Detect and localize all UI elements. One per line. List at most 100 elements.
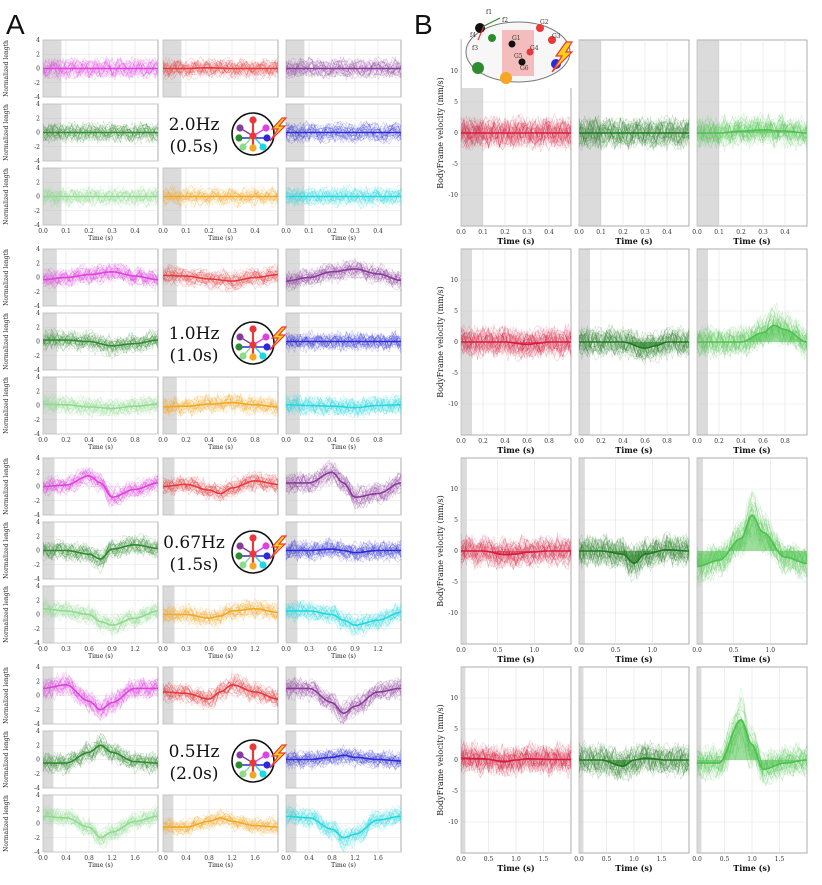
trial-trace	[285, 599, 402, 635]
actuator-node	[249, 325, 257, 333]
trial-trace	[578, 125, 690, 141]
trial-trace	[285, 58, 402, 77]
x-axis-label: Time (s)	[331, 653, 356, 660]
trial-trace	[285, 127, 402, 139]
x-tick-label: 0.0	[281, 228, 291, 235]
y-tick-label: -4	[34, 222, 40, 229]
trial-trace	[42, 476, 159, 498]
trial-trace	[42, 808, 159, 844]
trial-trace	[285, 461, 402, 510]
trial-trace	[42, 467, 159, 506]
frequency-label: 0.67Hz	[163, 533, 225, 553]
trial-trace	[578, 530, 690, 569]
trial-trace	[42, 682, 159, 710]
trial-trace	[162, 269, 279, 289]
trial-trace	[285, 600, 402, 635]
trial-trace	[285, 747, 402, 772]
actuator-node	[239, 143, 247, 151]
x-tick-label: 0.4	[204, 437, 214, 444]
trial-trace	[42, 61, 159, 75]
x-axis-label: Time (s)	[331, 235, 356, 242]
actuator-node	[235, 761, 243, 769]
x-tick-label: 0.0	[692, 647, 702, 654]
trial-trace	[162, 674, 279, 708]
trial-trace	[285, 56, 402, 82]
trial-trace	[285, 683, 402, 716]
trial-trace	[42, 127, 159, 138]
y-tick-label: -4	[34, 367, 40, 374]
trial-trace	[285, 189, 402, 204]
length-plot-2-1: 4 2 0 -2 -4 Normalized length	[3, 246, 159, 310]
trial-trace	[42, 332, 159, 352]
trial-trace	[285, 469, 402, 501]
trial-trace	[285, 677, 402, 723]
trial-trace	[42, 603, 159, 633]
trial-trace	[285, 606, 402, 628]
trial-trace	[285, 540, 402, 563]
trial-trace	[285, 752, 402, 765]
trial-trace	[578, 115, 690, 150]
trial-trace	[162, 268, 279, 287]
trial-trace	[460, 537, 572, 570]
y-tick-label: -5	[452, 788, 458, 795]
trial-trace	[460, 748, 572, 773]
trial-trace	[162, 59, 279, 78]
trial-trace	[42, 538, 159, 565]
trial-trace	[578, 326, 690, 359]
trial-traces	[460, 112, 572, 153]
lightning-stimulus-icon	[269, 535, 288, 560]
trial-trace	[42, 733, 159, 772]
x-tick-label: 0.3	[227, 228, 237, 235]
x-tick-label: 0.0	[38, 646, 48, 653]
x-tick-label: 0.5	[720, 856, 730, 863]
x-tick-label: 0.9	[107, 646, 117, 653]
trial-trace	[285, 263, 402, 286]
trial-trace	[696, 314, 808, 348]
y-tick-label: -2	[34, 353, 40, 360]
trial-trace	[42, 678, 159, 717]
y-axis-label: BodyFrame velocity (mm/s)	[436, 286, 445, 398]
trial-trace	[42, 739, 159, 772]
x-tick-label: 1.2	[373, 646, 383, 653]
mean-trace	[286, 687, 401, 715]
trial-trace	[285, 185, 402, 208]
trial-trace	[578, 121, 690, 145]
y-tick-label: -2	[34, 144, 40, 151]
trial-trace	[162, 268, 279, 286]
trial-trace	[460, 533, 572, 571]
x-tick-label: 1.2	[227, 855, 237, 862]
trial-trace	[460, 545, 572, 559]
trial-trace	[42, 185, 159, 210]
trial-trace	[42, 469, 159, 508]
trial-trace	[285, 58, 402, 79]
trial-trace	[696, 505, 808, 584]
trial-trace	[460, 536, 572, 566]
x-tick-label: 0.9	[227, 646, 237, 653]
trial-trace	[285, 260, 402, 291]
mean-trace	[286, 754, 401, 762]
inset-label: G3	[552, 33, 561, 40]
trial-trace	[162, 601, 279, 623]
trial-trace	[285, 600, 402, 635]
trial-trace	[42, 336, 159, 348]
actuator-node	[249, 534, 257, 542]
trial-trace	[42, 595, 159, 635]
force-arrow	[477, 25, 485, 41]
trial-trace	[42, 123, 159, 143]
stimulus-window	[163, 377, 177, 434]
trial-trace	[285, 334, 402, 349]
trial-trace	[42, 534, 159, 569]
trial-trace	[285, 682, 402, 717]
trial-trace	[42, 809, 159, 845]
trial-trace	[696, 309, 808, 361]
trial-trace	[460, 541, 572, 566]
trial-trace	[42, 603, 159, 629]
trial-trace	[162, 810, 279, 839]
trial-trace	[696, 120, 808, 142]
trial-trace	[285, 460, 402, 510]
actuator-node	[259, 143, 267, 151]
stimulus-window	[43, 795, 54, 852]
mean-trace	[43, 543, 159, 560]
trial-trace	[285, 336, 402, 347]
